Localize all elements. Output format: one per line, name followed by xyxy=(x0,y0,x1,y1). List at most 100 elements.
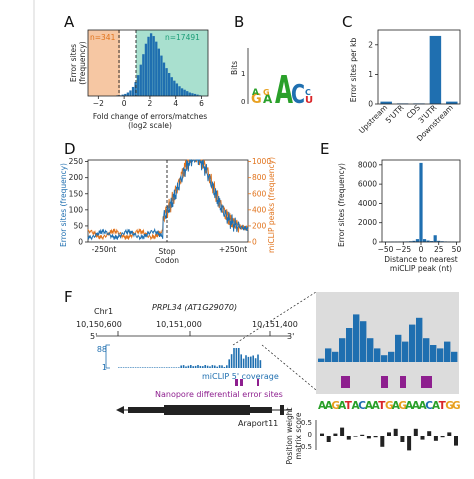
panel-a-left-shade xyxy=(88,30,120,96)
coverage-bar xyxy=(151,367,154,368)
panel-c-bar xyxy=(446,101,458,104)
panel-a-bar xyxy=(168,73,171,96)
panel-a-bar xyxy=(147,36,150,96)
coverage-bar xyxy=(125,367,127,368)
coverage-bar xyxy=(240,354,242,368)
pwm-bar xyxy=(413,428,418,436)
panel-b-ytick-0: 0 xyxy=(241,98,245,106)
panel-a-bar xyxy=(142,54,145,96)
panel-a-right-count: n=17491 xyxy=(165,33,200,42)
logo-a1: A xyxy=(263,92,273,106)
coverage-label: miCLIP 5' coverage xyxy=(202,372,279,381)
panel-a-bar xyxy=(155,41,158,96)
logo-u: U xyxy=(305,95,313,106)
panel-d-miclip-line xyxy=(87,159,249,241)
panel-a-bar xyxy=(160,55,163,96)
panel-a-left-count: n=341 xyxy=(90,33,116,42)
panel-d-ytick-left: 0 xyxy=(78,238,83,247)
zoom-coverage-bar xyxy=(367,338,374,362)
panel-c-label: C xyxy=(342,13,352,31)
panel-a-bar xyxy=(162,62,166,96)
coverage-bar xyxy=(182,365,185,368)
pwm-bar xyxy=(380,436,385,447)
panel-b-ytick-1: 1 xyxy=(241,70,245,78)
panel-a-bar xyxy=(121,94,124,96)
panel-c-bar xyxy=(429,35,442,104)
coverage-bar xyxy=(211,365,214,368)
panel-a-frame xyxy=(87,29,209,97)
pwm-tick-2: 0 xyxy=(308,431,312,439)
panel-a-xtick: 6 xyxy=(199,99,204,108)
sequence-base: G xyxy=(445,400,454,412)
panel-c-xtick: 5'UTR xyxy=(384,103,406,125)
coverage-bar xyxy=(146,367,149,368)
coverage-min: 1 xyxy=(102,363,107,372)
five-prime-label: 5' xyxy=(90,332,97,341)
zoom-error-site xyxy=(381,376,388,388)
gene-name: PRPL34 (AT1G29070) xyxy=(152,303,237,312)
coverage-bar xyxy=(144,367,146,368)
zoom-coverage-bar xyxy=(318,358,325,362)
coverage-bar xyxy=(139,367,142,368)
panel-e-bar xyxy=(422,239,427,242)
panel-a-bar xyxy=(183,89,186,96)
coverage-bar xyxy=(127,367,130,368)
panel-d-xlabel-top: Stop xyxy=(158,247,175,256)
coverage-bar xyxy=(173,367,175,368)
panel-e-ytick: 4000 xyxy=(358,199,377,208)
panel-e-ytick: 0 xyxy=(372,238,377,247)
zoom-coverage-bar xyxy=(402,341,409,362)
panel-a-bar xyxy=(196,94,199,96)
panel-e-xtick: 50 xyxy=(452,245,462,254)
pwm-bar xyxy=(440,436,445,438)
chromosome-label: Chr1 xyxy=(94,307,113,316)
error-sites-label: Nanopore differential error sites xyxy=(155,390,283,399)
zoom-coverage-bar xyxy=(374,348,381,362)
panel-e-label: E xyxy=(320,140,329,158)
panel-a-bar xyxy=(157,48,160,96)
logo-c-small: C xyxy=(305,88,311,97)
sequence-base: G xyxy=(452,400,461,412)
logo-c: C xyxy=(291,80,305,110)
zoom-coverage-bar xyxy=(395,334,402,362)
coverage-bar xyxy=(221,365,223,368)
coverage-bar xyxy=(257,354,259,368)
pwm-bar xyxy=(326,436,331,442)
coverage-bar xyxy=(178,367,180,368)
pwm-bar xyxy=(393,428,398,436)
panel-c-ytick: 0 xyxy=(368,100,373,109)
panel-a-bar xyxy=(137,75,140,96)
sequence-base: A xyxy=(419,400,428,412)
coverage-bar xyxy=(206,365,209,368)
panel-c-ytick: 2 xyxy=(368,40,373,49)
logo-a-small: A xyxy=(252,88,259,98)
zoom-error-site xyxy=(400,376,406,388)
sequence-base: G xyxy=(331,400,340,412)
panel-e-chart: Error sites (frequency) −50 −25 0 25 50 0 2000… xyxy=(337,159,462,273)
pwm-bar xyxy=(320,433,324,436)
panel-d-error-line xyxy=(87,159,249,241)
panel-a-xtick: 4 xyxy=(173,99,178,108)
panel-c-ytick: 1 xyxy=(368,70,373,79)
panel-a-bar xyxy=(175,83,179,96)
logo-g-small: G xyxy=(263,88,270,97)
coverage-bar xyxy=(170,367,173,368)
panel-a-bar xyxy=(124,93,127,96)
coverage-bar xyxy=(161,367,163,368)
zoom-coverage-bar xyxy=(451,351,458,362)
panel-d-ylabel-right: miCLIP peaks (frequency) xyxy=(267,157,276,253)
pwm-bar xyxy=(333,433,338,436)
zoom-coverage-bar xyxy=(339,338,346,362)
coverage-bar xyxy=(228,359,230,368)
panel-d-ytick-left: 200 xyxy=(69,173,84,182)
panel-d-ytick-right: 400 xyxy=(252,205,267,214)
panel-b-ylabel: Bits xyxy=(230,61,239,75)
pwm-bar xyxy=(407,436,412,451)
zoom-coverage-bar xyxy=(381,355,388,362)
panel-a-label: A xyxy=(64,13,75,31)
coverage-bar xyxy=(187,365,190,368)
zoom-coverage-bar xyxy=(332,351,339,362)
coverage-bar xyxy=(254,358,257,368)
sequence-base: A xyxy=(338,400,347,412)
